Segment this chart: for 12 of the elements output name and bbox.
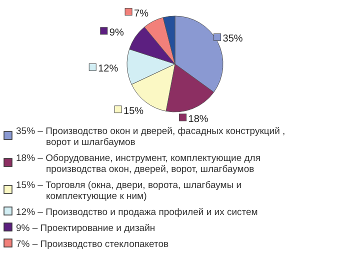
legend-label: 35% – Производство окон и дверей, фасадных конструкций , ворот и шлагбаумов [16, 126, 286, 148]
data-label: 35% [222, 34, 243, 45]
legend-label: 7% – Производство стеклопакетов [16, 239, 169, 250]
legend-label: 9% – Проектирование и дизайн [16, 223, 156, 234]
data-label: 18% [188, 114, 208, 125]
data-label: 12% [98, 64, 118, 75]
data-label: 9% [109, 27, 124, 38]
legend-label: 15% – Торговля (окна, двери, ворота, шлагбаумы и комплектующие к ним) [16, 180, 242, 202]
data-label: 15% [124, 106, 144, 117]
legend-label: 18% – Оборудование, инструмент, комплектующие для производства окон, дверей, ворот, шлагбаумов [16, 153, 260, 175]
data-label: 7% [134, 8, 149, 20]
legend-label: 12% – Производство и продажа профилей и их систем [16, 207, 258, 218]
